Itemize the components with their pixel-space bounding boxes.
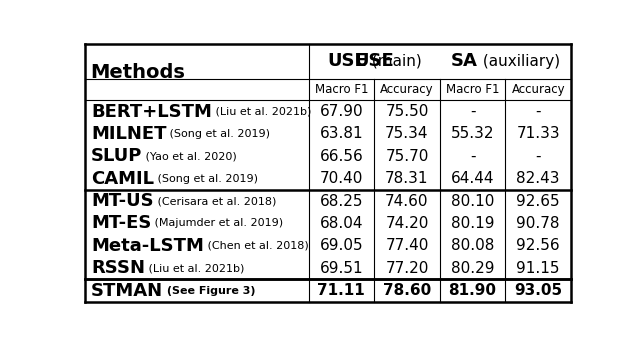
Text: 80.10: 80.10 — [451, 194, 494, 209]
Text: 66.56: 66.56 — [319, 149, 364, 164]
Text: SA: SA — [451, 52, 478, 70]
Text: 91.15: 91.15 — [516, 261, 560, 276]
Text: (Liu et al. 2021b): (Liu et al. 2021b) — [145, 263, 244, 273]
Text: 77.20: 77.20 — [385, 261, 429, 276]
Text: 80.08: 80.08 — [451, 238, 494, 253]
Text: -: - — [536, 104, 541, 119]
Text: 67.90: 67.90 — [319, 104, 363, 119]
Text: (main): (main) — [367, 54, 421, 69]
Text: RSSN: RSSN — [91, 259, 145, 277]
Text: 71.11: 71.11 — [317, 283, 365, 298]
Text: 78.31: 78.31 — [385, 171, 429, 186]
Text: Accuracy: Accuracy — [511, 83, 565, 96]
Text: 69.05: 69.05 — [319, 238, 363, 253]
Text: -: - — [536, 149, 541, 164]
Text: 75.70: 75.70 — [385, 149, 429, 164]
Text: SLUP: SLUP — [91, 147, 142, 166]
Text: 75.50: 75.50 — [385, 104, 429, 119]
Text: 82.43: 82.43 — [516, 171, 560, 186]
Text: (Majumder et al. 2019): (Majumder et al. 2019) — [151, 219, 284, 228]
Text: 70.40: 70.40 — [319, 171, 363, 186]
Text: 90.78: 90.78 — [516, 216, 560, 231]
Text: CAMIL: CAMIL — [91, 170, 154, 188]
Text: 77.40: 77.40 — [385, 238, 429, 253]
Text: STMAN: STMAN — [91, 281, 163, 300]
Text: Macro F1: Macro F1 — [446, 83, 499, 96]
Text: 74.60: 74.60 — [385, 194, 429, 209]
Text: 55.32: 55.32 — [451, 127, 494, 142]
Text: 71.33: 71.33 — [516, 127, 560, 142]
Text: USE: USE — [355, 52, 394, 70]
Text: 80.19: 80.19 — [451, 216, 494, 231]
Text: -: - — [470, 149, 476, 164]
Text: 80.29: 80.29 — [451, 261, 494, 276]
Text: MILNET: MILNET — [91, 125, 166, 143]
Text: Methods: Methods — [90, 63, 185, 81]
Text: 63.81: 63.81 — [319, 127, 363, 142]
Text: (See Figure 3): (See Figure 3) — [163, 286, 255, 295]
Text: Macro F1: Macro F1 — [315, 83, 368, 96]
Text: 93.05: 93.05 — [514, 283, 563, 298]
Text: 75.34: 75.34 — [385, 127, 429, 142]
Text: (Song et al. 2019): (Song et al. 2019) — [154, 174, 258, 184]
Text: MT-ES: MT-ES — [91, 214, 151, 233]
Text: 69.51: 69.51 — [319, 261, 363, 276]
Text: (Cerisara et al. 2018): (Cerisara et al. 2018) — [154, 196, 276, 206]
Text: 64.44: 64.44 — [451, 171, 494, 186]
Text: 81.90: 81.90 — [449, 283, 497, 298]
Text: Meta-LSTM: Meta-LSTM — [91, 237, 204, 255]
Text: MT-US: MT-US — [91, 192, 154, 210]
Text: 74.20: 74.20 — [385, 216, 429, 231]
Text: 68.04: 68.04 — [319, 216, 363, 231]
Text: 92.56: 92.56 — [516, 238, 560, 253]
Text: (Liu et al. 2021b): (Liu et al. 2021b) — [212, 107, 311, 117]
Text: (auxiliary): (auxiliary) — [478, 54, 560, 69]
Text: (Yao et al. 2020): (Yao et al. 2020) — [142, 152, 237, 161]
Text: 78.60: 78.60 — [383, 283, 431, 298]
Text: BERT+LSTM: BERT+LSTM — [91, 103, 212, 121]
Text: (Chen et al. 2018): (Chen et al. 2018) — [204, 241, 308, 251]
Text: 92.65: 92.65 — [516, 194, 560, 209]
Text: -: - — [470, 104, 476, 119]
Text: 68.25: 68.25 — [319, 194, 363, 209]
Text: (Song et al. 2019): (Song et al. 2019) — [166, 129, 271, 139]
Text: Accuracy: Accuracy — [380, 83, 434, 96]
Text: USE: USE — [327, 52, 367, 70]
